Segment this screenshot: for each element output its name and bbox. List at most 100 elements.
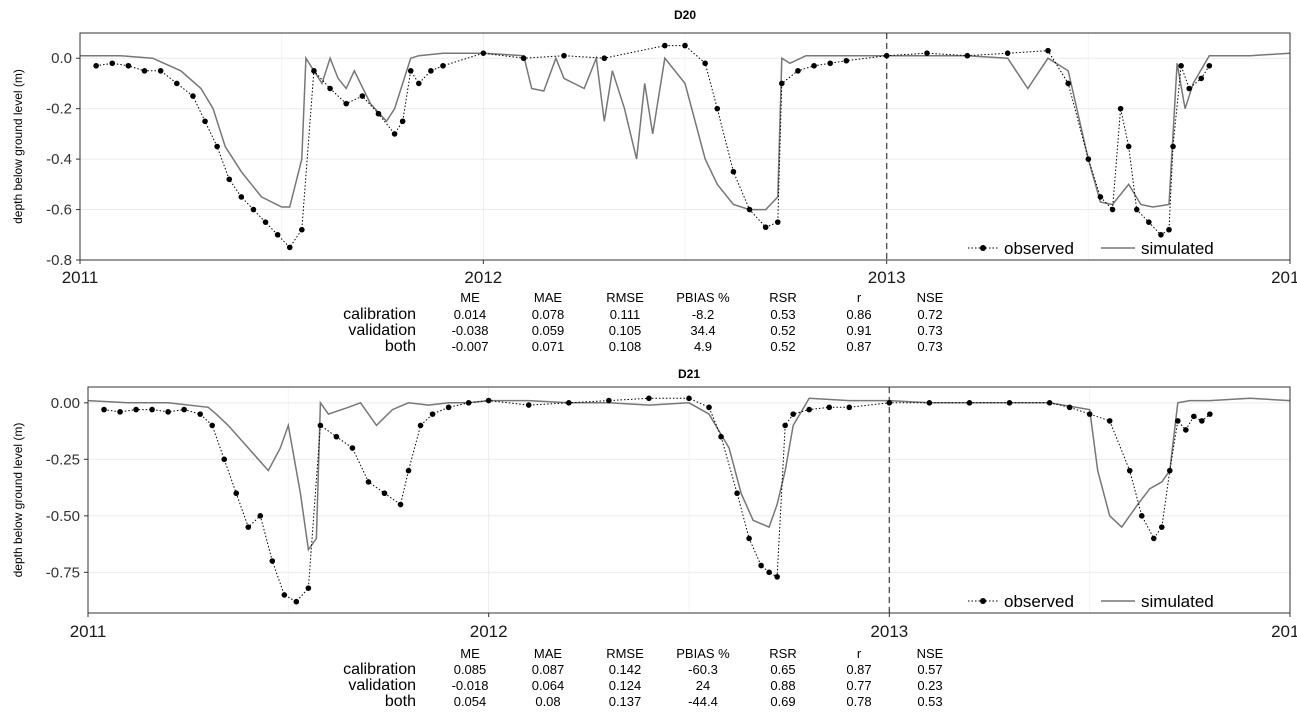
stats-cell: -44.4	[688, 694, 718, 709]
y-tick-label: -0.50	[46, 508, 80, 525]
data-point-observed	[1106, 418, 1113, 424]
stats-row-label: calibration	[343, 306, 416, 323]
data-point-observed	[440, 62, 446, 69]
stats-cell: -0.018	[452, 678, 489, 693]
data-point-observed	[391, 131, 398, 137]
stats-cell: 0.014	[454, 307, 487, 322]
legend: observed simulated	[968, 239, 1214, 258]
stats-cell: 0.087	[532, 662, 565, 677]
y-tick-label: -0.25	[46, 451, 80, 468]
data-point-observed	[843, 57, 850, 64]
data-point-observed	[428, 68, 434, 74]
x-tick-label: 2013	[870, 622, 908, 641]
data-point-observed	[1206, 62, 1213, 69]
data-point-observed	[601, 55, 608, 62]
legend-label-simulated: simulated	[1141, 592, 1214, 611]
data-point-observed	[924, 50, 930, 56]
data-point-observed	[359, 93, 366, 99]
data-point-observed	[1167, 467, 1173, 474]
stats-cell: 34.4	[690, 323, 715, 338]
data-point-observed	[766, 569, 772, 576]
stats-cell: 0.108	[609, 339, 642, 354]
series-line-simulated	[80, 52, 1291, 211]
legend-label-simulated: simulated	[1141, 239, 1214, 258]
data-point-observed	[480, 50, 487, 56]
data-point-observed	[964, 52, 971, 59]
data-point-observed	[1117, 105, 1124, 112]
stats-header: RSR	[769, 290, 796, 305]
data-point-observed	[317, 422, 324, 429]
data-point-observed	[209, 422, 216, 429]
data-point-observed	[886, 400, 893, 406]
data-point-observed	[1126, 467, 1133, 474]
stats-header: RMSE	[606, 646, 644, 661]
data-point-observed	[417, 422, 424, 429]
data-point-observed	[1006, 400, 1013, 406]
data-point-observed	[779, 80, 785, 87]
data-point-observed	[1146, 219, 1152, 225]
x-tick-label: 2011	[70, 622, 107, 641]
data-point-observed	[269, 558, 276, 564]
data-point-observed	[190, 93, 196, 99]
data-point-observed	[125, 62, 132, 69]
data-point-observed	[926, 400, 933, 406]
stats-cell: 0.124	[609, 678, 642, 693]
stats-cell: -60.3	[688, 662, 718, 677]
stats-header: MAE	[534, 646, 563, 661]
data-point-observed	[157, 68, 164, 74]
y-tick-label: 0.00	[51, 395, 80, 412]
x-tick-label: 2011	[62, 268, 99, 287]
stats-row-label: validation	[348, 322, 416, 339]
data-point-observed	[299, 226, 305, 233]
data-point-observed	[202, 118, 208, 125]
data-point-observed	[730, 168, 737, 175]
data-point-observed	[826, 404, 833, 411]
stats-cell: 0.88	[770, 678, 795, 693]
data-point-observed	[286, 244, 293, 251]
data-point-observed	[197, 411, 203, 417]
data-point-observed	[520, 55, 527, 62]
data-point-observed	[1133, 206, 1140, 213]
stats-cell: 0.111	[610, 307, 641, 322]
data-point-observed	[811, 62, 817, 69]
series-line-simulated	[87, 397, 1291, 552]
data-point-observed	[1199, 418, 1205, 424]
data-point-observed	[349, 445, 356, 451]
data-point-observed	[795, 68, 801, 74]
stats-cell: 4.9	[694, 339, 712, 354]
data-point-observed	[149, 406, 155, 413]
stats-cell: 0.52	[770, 339, 795, 354]
data-point-observed	[1085, 156, 1092, 162]
chart-title: D20	[674, 8, 696, 22]
data-point-observed	[883, 52, 890, 59]
stats-cell: 0.137	[609, 694, 642, 709]
data-point-observed	[365, 479, 372, 485]
data-point-observed	[846, 404, 853, 411]
stats-header: NSE	[917, 290, 944, 305]
plot-border	[79, 32, 1291, 261]
data-point-observed	[245, 524, 252, 530]
legend-label-observed: observed	[1004, 592, 1074, 611]
stats-cell: 0.23	[917, 678, 942, 693]
data-point-observed	[1097, 194, 1104, 200]
stats-header: NSE	[917, 646, 944, 661]
data-point-observed	[214, 143, 220, 150]
data-point-observed	[1046, 400, 1053, 406]
legend-label-observed: observed	[1004, 239, 1074, 258]
stats-cell: 0.87	[846, 339, 871, 354]
legend-key-observed-point	[980, 245, 986, 251]
data-point-observed	[485, 397, 492, 404]
data-point-observed	[311, 68, 317, 74]
stats-cell: 0.054	[454, 694, 487, 709]
data-point-observed	[397, 501, 404, 508]
stats-cell: 0.91	[846, 323, 871, 338]
stats-cell: 0.085	[454, 662, 487, 677]
stats-cell: 0.65	[770, 662, 795, 677]
data-point-observed	[133, 406, 139, 413]
stats-cell: 0.078	[532, 307, 565, 322]
chart-panel-d21: D21 0.00 -0.25 -0.50 -0.75 2011 2012 2013 2014 de…	[11, 367, 1297, 710]
y-tick-label: -0.4	[46, 151, 72, 168]
data-point-observed	[429, 411, 436, 417]
data-point-observed	[281, 592, 288, 598]
